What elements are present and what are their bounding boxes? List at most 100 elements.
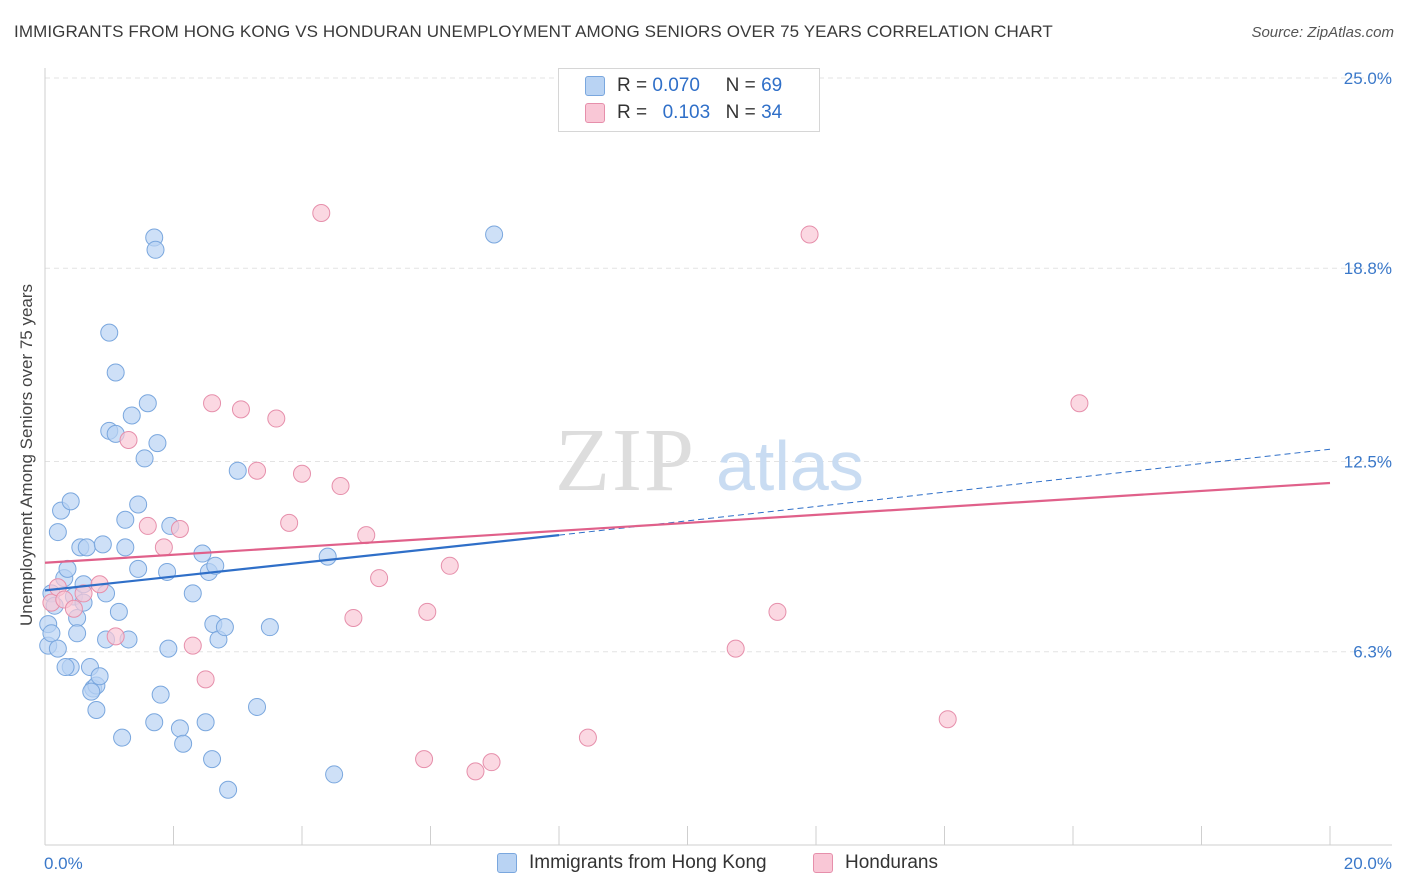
point-hong-kong: [146, 240, 165, 259]
point-hong-kong: [318, 547, 337, 566]
point-hong-kong: [215, 618, 234, 637]
point-hong-kong: [151, 685, 170, 704]
point-honduran: [280, 513, 299, 532]
point-hong-kong: [206, 556, 225, 575]
point-honduran: [196, 670, 215, 689]
legend-r-value: 0.103: [662, 102, 711, 123]
point-honduran: [203, 394, 222, 413]
source-label: Source: ZipAtlas.com: [1251, 24, 1394, 41]
point-hong-kong: [56, 658, 75, 677]
watermark-atlas: atlas: [716, 427, 864, 505]
point-honduran: [578, 728, 597, 747]
series-label: Hondurans: [845, 852, 938, 873]
point-honduran: [331, 477, 350, 496]
gridlines: [45, 77, 1392, 653]
point-hong-kong: [82, 682, 101, 701]
point-honduran: [726, 639, 745, 658]
point-honduran: [170, 519, 189, 538]
series-legend-hondurans: Hondurans: [813, 852, 938, 874]
y-tick-label: 25.0%: [1344, 69, 1392, 88]
axes: [44, 68, 1392, 846]
point-hong-kong: [100, 323, 119, 342]
point-hong-kong: [174, 734, 193, 753]
legend-n-value: 69: [761, 75, 783, 96]
trend-hondurans: [44, 481, 1331, 564]
legend-row-hong-kong: R = 0.070 N = 69: [585, 74, 782, 98]
legend-r-label: R =: [617, 102, 648, 123]
point-hong-kong: [116, 510, 135, 529]
point-honduran: [768, 602, 787, 621]
point-hong-kong: [203, 750, 222, 769]
point-hong-kong: [325, 765, 344, 784]
series-label: Immigrants from Hong Kong: [529, 852, 767, 873]
legend-n-value: 34: [761, 102, 783, 123]
point-hong-kong: [77, 538, 96, 557]
tick-labels: 6.3% 12.5% 18.8% 25.0% 0.0% 20.0%: [44, 69, 1392, 873]
chart-title: IMMIGRANTS FROM HONG KONG VS HONDURAN UN…: [14, 22, 1053, 41]
point-hong-kong: [248, 697, 267, 716]
point-hong-kong: [148, 434, 167, 453]
series-hong-kong-points: [39, 225, 504, 799]
point-honduran: [231, 400, 250, 419]
point-honduran: [248, 461, 267, 480]
point-hong-kong: [219, 780, 238, 799]
point-honduran: [418, 602, 437, 621]
legend-r-label: R =: [617, 75, 648, 96]
series-swatch-blue: [497, 853, 517, 873]
point-honduran: [119, 431, 138, 450]
point-honduran: [415, 750, 434, 769]
series-legend: Immigrants from Hong Kong Hondurans: [0, 852, 1406, 876]
point-hong-kong: [122, 406, 141, 425]
point-hong-kong: [260, 618, 279, 637]
trend-lines: [44, 448, 1331, 592]
trend-hong-kong: [44, 534, 560, 592]
legend-swatch-blue: [585, 76, 605, 96]
point-hong-kong: [135, 449, 154, 468]
point-hong-kong: [129, 495, 148, 514]
point-honduran: [800, 225, 819, 244]
point-honduran: [106, 627, 125, 646]
point-honduran: [482, 753, 501, 772]
point-honduran: [64, 599, 83, 618]
point-honduran: [74, 584, 93, 603]
point-hong-kong: [68, 624, 87, 643]
series-legend-hong-kong: Immigrants from Hong Kong: [497, 852, 767, 874]
point-honduran: [154, 538, 173, 557]
point-hong-kong: [113, 728, 132, 747]
point-hong-kong: [228, 461, 247, 480]
point-honduran: [938, 710, 957, 729]
legend-r-value: 0.070: [652, 75, 700, 96]
x-tick-label: 0.0%: [44, 854, 83, 873]
y-tick-label: 18.8%: [1344, 259, 1392, 278]
point-hong-kong: [90, 667, 109, 686]
point-honduran: [344, 608, 363, 627]
point-honduran: [138, 516, 157, 535]
stats-legend: R = 0.070 N = 69 R = 0.103 N = 34: [558, 68, 820, 132]
point-hong-kong: [145, 713, 164, 732]
point-hong-kong: [48, 523, 67, 542]
point-honduran: [357, 526, 376, 545]
point-hong-kong: [183, 584, 202, 603]
point-honduran: [183, 636, 202, 655]
point-hong-kong: [138, 394, 157, 413]
watermark: ZIP atlas: [555, 411, 864, 510]
point-hong-kong: [93, 535, 112, 554]
legend-n-label: N =: [725, 75, 756, 96]
point-honduran: [466, 762, 485, 781]
point-honduran: [267, 409, 286, 428]
point-honduran: [312, 203, 331, 222]
point-honduran: [1070, 394, 1089, 413]
watermark-zip: ZIP: [555, 411, 696, 510]
legend-swatch-pink: [585, 103, 605, 123]
point-hong-kong: [87, 701, 106, 720]
series-swatch-pink: [813, 853, 833, 873]
legend-row-hondurans: R = 0.103 N = 34: [585, 101, 782, 125]
point-honduran: [293, 464, 311, 483]
point-hong-kong: [106, 363, 125, 382]
y-tick-label: 6.3%: [1353, 643, 1392, 662]
point-hong-kong: [196, 713, 215, 732]
point-hong-kong: [170, 719, 189, 738]
y-tick-label: 12.5%: [1344, 453, 1392, 472]
point-hong-kong: [116, 538, 135, 557]
